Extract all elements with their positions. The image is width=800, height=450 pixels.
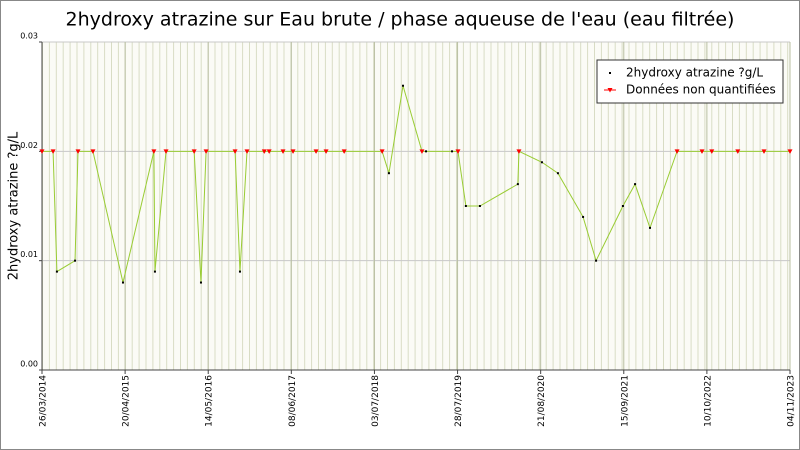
- non-quantified-point: [261, 149, 267, 154]
- legend-marker: [607, 88, 613, 93]
- point: [540, 161, 543, 164]
- x-tick-label: 21/08/2020: [537, 375, 547, 427]
- non-quantified-point: [419, 149, 425, 154]
- y-tick-label: 0.00: [20, 360, 38, 369]
- legend-marker: [609, 72, 611, 74]
- point: [464, 205, 467, 207]
- non-quantified-point: [280, 149, 286, 154]
- point: [153, 270, 156, 273]
- y-tick-label: 0.01: [20, 250, 38, 259]
- non-quantified-point: [761, 149, 767, 154]
- x-tick-label: 15/09/2021: [620, 375, 630, 427]
- non-quantified-point: [787, 149, 793, 154]
- point: [402, 84, 405, 87]
- x-tick-label: 28/07/2019: [454, 375, 464, 427]
- legend-label: Données non quantifiées: [626, 83, 776, 97]
- x-tick-label: 04/11/2023: [787, 375, 797, 427]
- point: [55, 270, 58, 273]
- non-quantified-point: [709, 149, 715, 154]
- y-axis-label: 2hydroxy atrazine ?g/L: [7, 131, 22, 280]
- point: [621, 205, 624, 207]
- non-quantified-point: [323, 149, 329, 154]
- x-tick-label: 03/07/2018: [371, 375, 381, 427]
- non-quantified-point: [203, 149, 209, 154]
- legend-label: 2hydroxy atrazine ?g/L: [626, 66, 763, 80]
- point: [451, 150, 454, 153]
- point: [648, 226, 651, 229]
- point: [478, 205, 481, 207]
- point: [425, 150, 428, 153]
- non-quantified-point: [674, 149, 680, 154]
- non-quantified-point: [90, 149, 96, 154]
- x-tick-label: 10/10/2022: [703, 375, 713, 427]
- point: [595, 259, 598, 262]
- chart-title: 2hydroxy atrazine sur Eau brute / phase …: [66, 9, 735, 31]
- x-tick-label: 26/03/2014: [39, 375, 49, 427]
- point: [634, 183, 637, 186]
- non-quantified-point: [266, 149, 272, 154]
- x-tick-label: 08/06/2017: [288, 375, 298, 427]
- non-quantified-point: [151, 149, 157, 154]
- non-quantified-point: [735, 149, 741, 154]
- non-quantified-point: [50, 149, 56, 154]
- x-tick-label: 14/05/2016: [205, 375, 215, 427]
- non-quantified-point: [163, 149, 169, 154]
- point: [74, 259, 77, 262]
- non-quantified-point: [516, 149, 522, 154]
- non-quantified-point: [341, 149, 347, 154]
- point: [516, 183, 519, 186]
- point: [199, 281, 202, 284]
- non-quantified-point: [290, 149, 296, 154]
- non-quantified-point: [455, 149, 461, 154]
- legend-box: [596, 59, 784, 104]
- x-tick-label: 20/04/2015: [122, 375, 132, 427]
- point: [387, 172, 390, 175]
- point: [556, 172, 559, 175]
- non-quantified-point: [191, 149, 197, 154]
- non-quantified-point: [313, 149, 319, 154]
- y-tick-label: 0.03: [20, 32, 38, 41]
- point: [582, 215, 585, 218]
- non-quantified-point: [379, 149, 385, 154]
- non-quantified-point: [232, 149, 238, 154]
- non-quantified-point: [75, 149, 81, 154]
- non-quantified-point: [699, 149, 705, 154]
- point: [238, 270, 241, 273]
- y-tick-label: 0.02: [20, 141, 38, 150]
- non-quantified-point: [244, 149, 250, 154]
- point: [121, 281, 124, 284]
- non-quantified-point: [39, 149, 45, 154]
